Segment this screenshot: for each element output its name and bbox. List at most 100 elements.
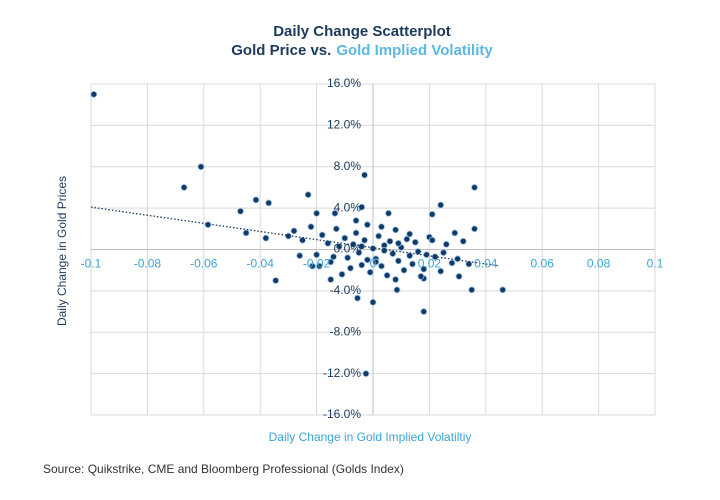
- x-tick-label: 0.02: [418, 257, 442, 271]
- y-tick-label: 8.0%: [334, 159, 362, 173]
- x-tick-label: 0: [370, 257, 377, 271]
- data-point: [366, 268, 374, 276]
- y-tick-label: -12.0%: [323, 366, 361, 380]
- data-point: [304, 191, 312, 199]
- x-axis-title: Daily Change in Gold Implied Volatiltiy: [269, 430, 472, 444]
- data-point: [265, 199, 273, 207]
- data-point: [406, 252, 414, 260]
- data-point: [454, 255, 462, 263]
- y-tick-label: 4.0%: [334, 200, 362, 214]
- data-point: [428, 210, 436, 218]
- data-point: [393, 286, 401, 294]
- subtitle-highlight: Gold Implied Volatility: [336, 42, 493, 59]
- x-tick-label: 0.06: [531, 257, 555, 271]
- data-point: [237, 207, 244, 215]
- data-point: [327, 258, 335, 266]
- y-tick-label: -8.0%: [330, 324, 362, 338]
- x-tick-label: 0.1: [647, 257, 664, 271]
- trendline: [90, 206, 500, 267]
- y-axis-title: Daily Change in Gold Prices: [55, 176, 69, 326]
- data-point: [442, 240, 450, 248]
- x-tick-label: 0.04: [474, 257, 498, 271]
- data-point: [420, 308, 428, 315]
- data-point: [358, 203, 366, 211]
- data-point: [296, 252, 304, 260]
- data-point: [308, 262, 316, 270]
- x-tick-label: -0.1: [81, 257, 102, 271]
- source-note: Source: Quikstrike, CME and Bloomberg Pr…: [43, 462, 404, 476]
- data-point: [363, 256, 371, 264]
- data-point: [372, 258, 380, 266]
- y-tick-label: 12.0%: [327, 118, 361, 132]
- data-point: [361, 236, 368, 244]
- data-point: [440, 249, 447, 257]
- data-point: [331, 209, 339, 217]
- y-tick-label: -4.0%: [330, 283, 362, 297]
- data-point: [242, 229, 250, 237]
- chart-title: Daily Change Scatterplot: [273, 23, 451, 40]
- data-point: [262, 234, 270, 242]
- data-point: [332, 225, 340, 233]
- data-point: [392, 226, 399, 234]
- data-point: [389, 250, 397, 258]
- data-point: [394, 239, 402, 247]
- data-point: [197, 163, 205, 171]
- x-tick-label: 0.08: [587, 257, 611, 271]
- data-point: [347, 264, 354, 272]
- data-point: [468, 286, 476, 294]
- data-point: [349, 240, 357, 248]
- y-tick-label: 0.0%: [334, 242, 362, 256]
- data-point: [180, 184, 188, 191]
- data-point: [459, 237, 467, 245]
- data-point: [437, 201, 445, 209]
- data-point: [411, 238, 419, 246]
- data-point: [400, 266, 408, 274]
- data-point: [378, 223, 385, 231]
- data-point: [369, 298, 377, 306]
- data-point: [392, 276, 399, 283]
- data-point: [375, 232, 383, 240]
- data-point: [361, 171, 368, 179]
- data-point: [428, 236, 436, 244]
- chart-subtitle: Gold Price vs. Gold Implied Volatility: [231, 42, 493, 59]
- data-point: [448, 259, 456, 267]
- data-point: [335, 242, 343, 250]
- data-point: [383, 271, 391, 279]
- data-point: [352, 217, 360, 224]
- data-point: [313, 209, 321, 217]
- y-tick-label: -16.0%: [323, 407, 361, 421]
- data-point: [252, 196, 260, 204]
- data-point: [316, 262, 323, 270]
- data-point: [272, 277, 280, 284]
- data-point: [355, 249, 363, 257]
- data-point: [318, 231, 326, 239]
- data-point: [90, 90, 98, 98]
- data-point: [352, 229, 360, 237]
- x-tick-label: -0.08: [134, 257, 162, 271]
- data-point: [362, 370, 370, 378]
- data-point: [451, 229, 459, 237]
- data-point: [420, 265, 428, 273]
- data-point: [386, 237, 394, 245]
- data-point: [330, 253, 337, 261]
- data-point: [417, 272, 425, 280]
- data-point: [385, 209, 392, 217]
- data-point: [378, 262, 385, 270]
- data-point: [290, 227, 298, 235]
- data-point: [341, 234, 349, 242]
- data-point: [358, 261, 366, 269]
- data-point: [313, 251, 321, 259]
- x-tick-label: -0.02: [303, 257, 331, 271]
- subtitle-text: Gold Price vs.: [231, 42, 331, 59]
- x-tick-label: -0.04: [247, 257, 275, 271]
- data-point: [409, 260, 416, 268]
- x-tick-label: -0.06: [190, 257, 218, 271]
- y-tick-label: 16.0%: [327, 76, 361, 90]
- data-point: [471, 225, 478, 233]
- data-point: [471, 184, 478, 191]
- data-point: [437, 267, 445, 275]
- data-point: [344, 254, 352, 262]
- data-point: [354, 294, 361, 302]
- data-point: [363, 221, 371, 229]
